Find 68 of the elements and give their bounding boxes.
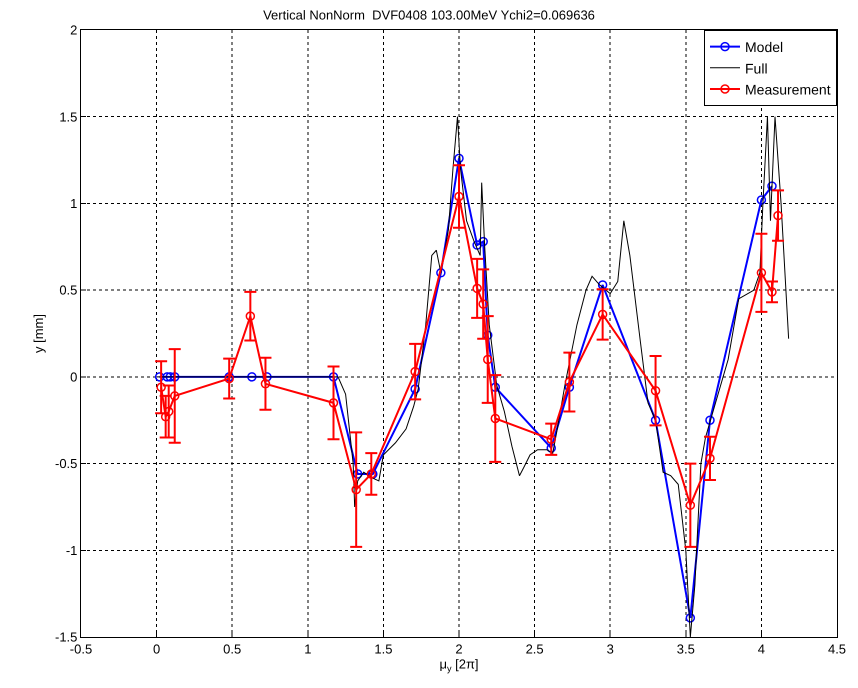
y-tick-label: -0.5 bbox=[54, 456, 78, 472]
point bbox=[454, 154, 464, 164]
point bbox=[598, 310, 608, 320]
point bbox=[436, 268, 446, 278]
point bbox=[162, 372, 172, 382]
point bbox=[705, 415, 715, 425]
point bbox=[454, 192, 464, 202]
point bbox=[156, 382, 166, 392]
point bbox=[490, 414, 500, 424]
point bbox=[328, 372, 338, 382]
point bbox=[154, 372, 164, 382]
point bbox=[410, 366, 420, 376]
point bbox=[686, 500, 696, 510]
point bbox=[546, 434, 556, 444]
point bbox=[247, 372, 257, 382]
x-tick-label: 1.5 bbox=[374, 642, 392, 657]
point bbox=[328, 398, 338, 408]
y-tick-label: 1 bbox=[70, 196, 78, 211]
x-tick-label: 3 bbox=[606, 642, 614, 657]
point bbox=[773, 210, 783, 220]
point bbox=[767, 181, 777, 191]
point bbox=[262, 372, 272, 382]
point bbox=[686, 613, 696, 623]
y-axis-title: y [mm] bbox=[30, 314, 46, 353]
y-tick-label: 1.5 bbox=[59, 109, 78, 124]
x-tick-label: 0 bbox=[152, 642, 160, 657]
point bbox=[705, 454, 715, 464]
point bbox=[490, 382, 500, 392]
point bbox=[564, 382, 574, 392]
point bbox=[410, 384, 420, 394]
x-tick-label: 1 bbox=[304, 642, 312, 657]
point bbox=[478, 299, 488, 309]
point bbox=[170, 372, 180, 382]
point bbox=[546, 443, 556, 453]
legend-label: Measurement bbox=[745, 81, 831, 98]
point bbox=[160, 412, 170, 422]
chart-title: Vertical NonNorm DVF0408 103.00MeV Ychi2=0.069636 bbox=[263, 7, 595, 22]
x-tick-label: 0.5 bbox=[223, 642, 242, 657]
point bbox=[756, 268, 766, 278]
x-tick-label: 2 bbox=[455, 642, 463, 657]
x-axis-title: μ$_{y}$ [2π] bbox=[439, 656, 479, 674]
point bbox=[165, 372, 175, 382]
point bbox=[246, 311, 256, 321]
x-tick-label: 2.5 bbox=[526, 642, 544, 657]
point bbox=[472, 240, 482, 250]
point bbox=[478, 236, 488, 246]
x-tick-label: 3.5 bbox=[676, 642, 695, 657]
y-tick-label: 2 bbox=[70, 22, 78, 38]
y-tick-label: -1 bbox=[66, 542, 78, 558]
point bbox=[472, 284, 482, 294]
point bbox=[650, 415, 660, 425]
point bbox=[767, 287, 777, 297]
point bbox=[482, 354, 492, 364]
point bbox=[564, 377, 574, 387]
point bbox=[352, 469, 362, 479]
point bbox=[260, 379, 270, 389]
x-tick-label: 4 bbox=[758, 642, 766, 657]
x-tick-label: 4.5 bbox=[828, 642, 846, 657]
point bbox=[650, 386, 660, 396]
legend-label: Model bbox=[745, 39, 784, 56]
point bbox=[351, 484, 361, 494]
y-tick-label: -1.5 bbox=[54, 630, 78, 645]
legend-label: Full bbox=[745, 60, 768, 76]
y-tick-label: 0 bbox=[70, 369, 78, 384]
point bbox=[598, 280, 608, 290]
point bbox=[756, 195, 766, 205]
point bbox=[170, 391, 180, 401]
y-tick-label: 0.5 bbox=[59, 282, 78, 298]
